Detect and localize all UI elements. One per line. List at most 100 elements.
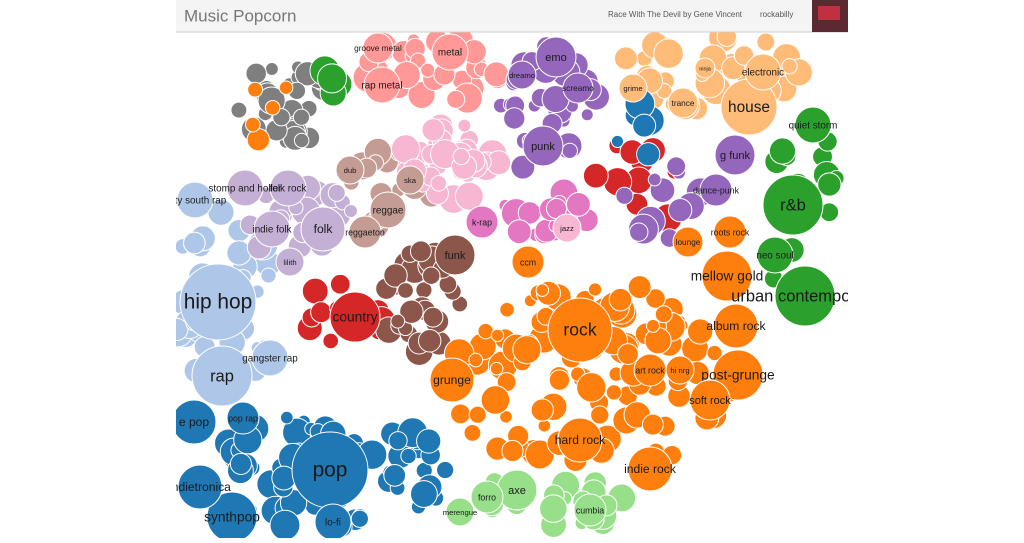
genre-node[interactable]: indie rock [624,446,677,492]
genre-node[interactable]: axe [496,469,538,511]
genre-node[interactable]: k-rap [465,205,499,239]
genre-bubble[interactable] [269,169,307,207]
genre-bubble[interactable] [191,345,253,407]
genre-bubble[interactable] [395,165,425,195]
genre-node[interactable]: pop [291,431,369,509]
genre-bubble[interactable] [264,62,279,76]
genre-node[interactable]: stomp and holler [208,169,282,207]
genre-bubble[interactable] [647,172,662,187]
genre-node[interactable]: country [329,291,381,343]
genre-node[interactable]: indietronica [169,464,231,510]
genre-bubble[interactable] [501,439,524,463]
genre-bubble[interactable] [618,73,648,103]
genre-bubble[interactable] [632,113,657,138]
genre-bubble[interactable] [480,385,511,415]
genre-bubble[interactable] [794,106,832,144]
genre-bubble[interactable] [292,108,311,126]
genre-bubble[interactable] [653,38,684,69]
genre-bubble[interactable] [183,231,206,255]
genre-bubble[interactable] [314,503,352,538]
genre-bubble[interactable] [654,305,673,324]
genre-bubble[interactable] [226,169,264,207]
genre-bubble[interactable] [177,464,223,510]
genre-bubble[interactable] [388,431,408,451]
genre-bubble[interactable] [383,263,408,288]
genre-node[interactable]: groove metal [354,32,402,64]
genre-bubble[interactable] [229,452,252,475]
now-playing[interactable]: Race With The Devil by Gene Vincent [608,10,743,19]
genre-bubble[interactable] [561,142,578,160]
genre-node[interactable]: ccm [511,245,545,279]
genre-node[interactable]: roots rock [711,215,750,249]
genre-bubble[interactable] [689,379,731,421]
genre-bubble[interactable] [280,410,294,425]
genre-node[interactable]: dance-punk [693,173,740,207]
genre-bubble[interactable] [436,460,455,480]
genre-bubble[interactable] [343,204,358,219]
genre-node[interactable]: lounge [672,226,704,258]
genre-bubble[interactable] [409,240,432,263]
genre-bubble[interactable] [468,352,484,368]
genre-node[interactable]: house [720,78,778,136]
genre-node[interactable]: hard rock [555,417,606,463]
genre-bubble[interactable] [768,137,797,165]
genre-node[interactable]: urban contemporary [731,265,879,327]
genre-node[interactable]: quiet storm [789,106,838,144]
genre-bubble[interactable] [206,491,258,538]
genre-bubble[interactable] [278,80,294,96]
genre-bubble[interactable] [539,494,568,523]
genre-node[interactable]: indie folk [253,210,292,248]
genre-bubble[interactable] [548,369,571,391]
genre-node[interactable]: screamo [562,72,594,104]
genre-bubble[interactable] [383,463,407,487]
genre-node[interactable]: grunge [429,357,475,403]
genre-bubble[interactable] [416,428,442,454]
genre-bubble[interactable] [446,89,466,109]
genre-node[interactable]: hi nrg [665,355,695,385]
genre-bubble[interactable] [390,313,406,329]
genre-bubble[interactable] [260,267,277,284]
genre-bubble[interactable] [431,33,469,71]
genre-node[interactable]: dreamo [507,60,537,90]
genre-bubble[interactable] [535,36,577,78]
genre-bubble[interactable] [667,87,699,119]
genre-node[interactable]: trance [667,87,699,119]
genre-node[interactable]: funk [434,234,476,276]
genre-bubble[interactable] [457,118,472,133]
genre-node[interactable]: reggaeton [345,215,385,249]
genre-bubble[interactable] [511,245,545,279]
genre-bubble[interactable] [247,81,264,98]
genre-bubble[interactable] [666,156,687,177]
genre-bubble[interactable] [617,343,639,365]
genre-bubble[interactable] [627,275,652,300]
genre-bubble[interactable] [363,66,401,104]
genre-node[interactable]: emo [535,36,577,78]
genre-bubble[interactable] [253,210,291,248]
genre-bubble[interactable] [454,181,484,211]
genre-bubble[interactable] [627,446,673,492]
genre-node[interactable]: soft rock [689,379,731,421]
genre-bubble[interactable] [422,266,441,285]
genre-bubble[interactable] [610,134,625,149]
genre-bubble[interactable] [245,62,267,85]
genre-bubble[interactable] [582,162,609,189]
genre-bubble[interactable] [317,63,348,94]
genre-node[interactable]: hip hop [179,263,257,341]
genre-node[interactable]: e pop [172,399,217,445]
genre-bubble[interactable] [230,101,248,119]
genre-bubble[interactable] [369,191,407,229]
genre-bubble[interactable] [275,247,305,277]
genre-bubble[interactable] [422,306,444,328]
genre-bubble[interactable] [490,328,505,343]
genre-bubble[interactable] [645,288,666,309]
genre-node[interactable]: lo-fi [314,503,352,538]
genre-bubble[interactable] [535,283,550,297]
genre-bubble[interactable] [608,287,633,312]
genre-bubble[interactable] [499,409,513,424]
genre-bubble[interactable] [530,398,554,422]
genre-node[interactable]: ska [395,165,425,195]
genre-node[interactable]: rap metal [361,66,403,104]
genre-bubble[interactable] [322,332,340,350]
genre-bubble[interactable] [645,318,661,333]
genre-bubble[interactable] [300,206,346,252]
